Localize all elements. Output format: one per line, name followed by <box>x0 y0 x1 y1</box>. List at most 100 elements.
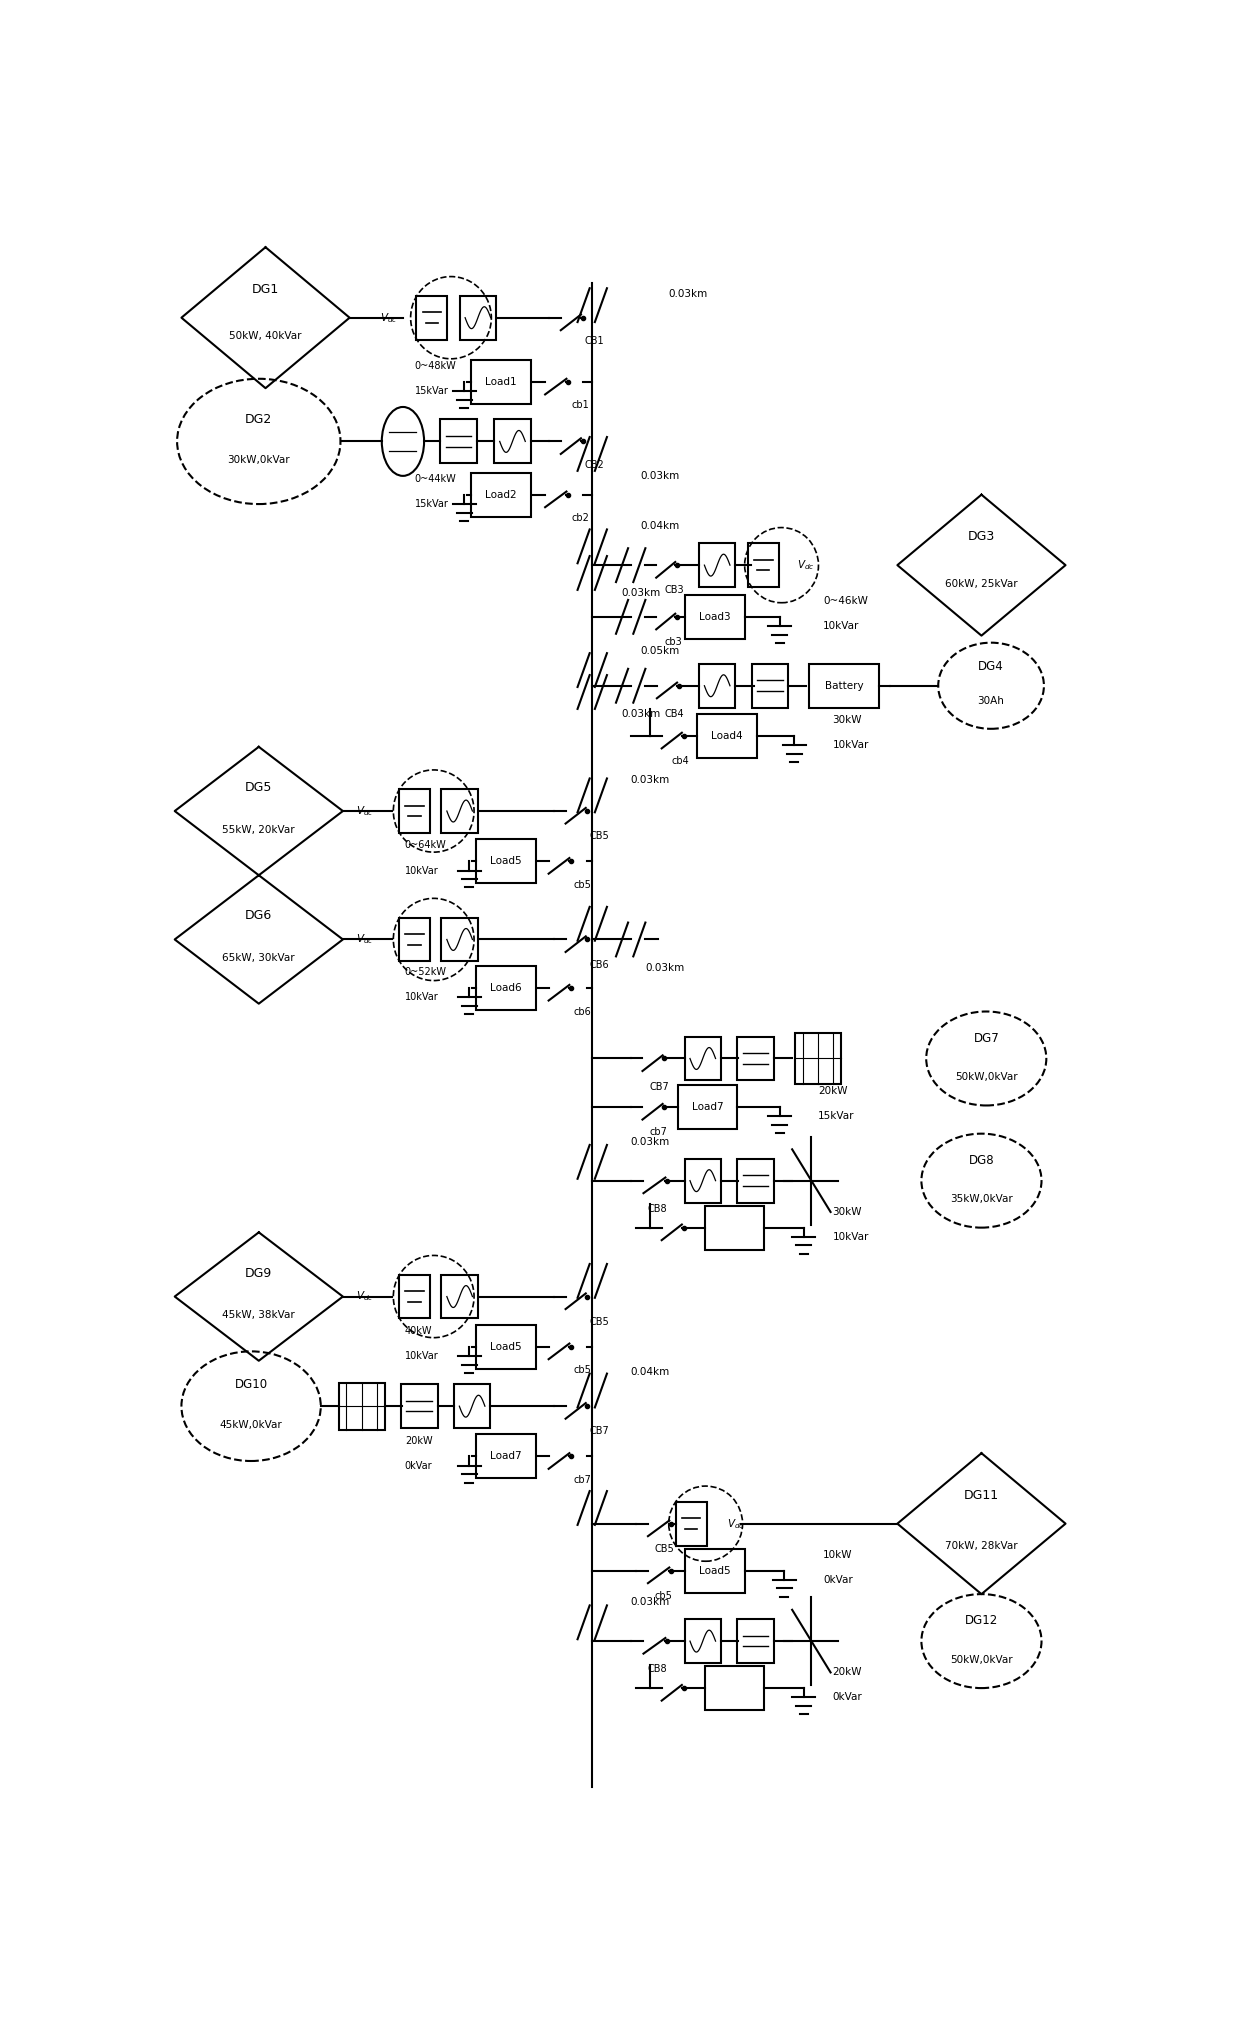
Text: cb5: cb5 <box>655 1591 672 1601</box>
Text: 0~46kW: 0~46kW <box>823 596 868 606</box>
Text: Load4: Load4 <box>711 730 743 740</box>
Text: 0.03km: 0.03km <box>631 1137 670 1147</box>
Bar <box>738 1159 774 1202</box>
Text: 70kW, 28kVar: 70kW, 28kVar <box>945 1540 1018 1550</box>
Bar <box>704 1666 764 1711</box>
Text: 0kVar: 0kVar <box>404 1460 433 1471</box>
Bar <box>441 917 477 962</box>
Bar <box>440 419 477 464</box>
Text: cb5: cb5 <box>573 879 591 889</box>
Text: DG7: DG7 <box>973 1031 999 1045</box>
Text: Load1: Load1 <box>485 376 517 386</box>
Text: 15kVar: 15kVar <box>818 1111 854 1121</box>
Text: 0kVar: 0kVar <box>832 1692 862 1702</box>
Bar <box>699 663 735 708</box>
Text: cb4: cb4 <box>671 757 688 767</box>
Text: CB8: CB8 <box>649 1664 667 1674</box>
Text: Load6: Load6 <box>490 982 522 993</box>
Bar <box>686 1548 745 1593</box>
Text: $V_{dc}$: $V_{dc}$ <box>379 311 397 325</box>
Bar <box>399 789 430 834</box>
Bar <box>399 1275 430 1318</box>
Text: 15kVar: 15kVar <box>414 386 449 397</box>
Bar <box>795 1033 841 1084</box>
Text: CB2: CB2 <box>584 460 604 470</box>
Text: 30Ah: 30Ah <box>977 696 1004 706</box>
Bar <box>684 1619 720 1664</box>
Text: 20kW: 20kW <box>832 1668 862 1678</box>
Text: DG2: DG2 <box>246 413 273 425</box>
Bar <box>441 1275 477 1318</box>
Text: 10kVar: 10kVar <box>404 866 439 875</box>
Text: 0.04km: 0.04km <box>631 1367 670 1377</box>
Text: cb7: cb7 <box>573 1475 591 1485</box>
Text: DG1: DG1 <box>252 283 279 297</box>
Text: Load5: Load5 <box>490 1342 522 1353</box>
Text: cb3: cb3 <box>665 637 682 647</box>
Text: CB7: CB7 <box>589 1426 609 1436</box>
Text: CB5: CB5 <box>589 832 609 842</box>
Text: 0.03km: 0.03km <box>640 472 680 480</box>
Text: 50kW,0kVar: 50kW,0kVar <box>955 1072 1018 1082</box>
Text: 0.03km: 0.03km <box>621 710 661 718</box>
Text: 0kVar: 0kVar <box>823 1574 853 1584</box>
Text: 45kW,0kVar: 45kW,0kVar <box>219 1420 283 1430</box>
Text: $V_{dc}$: $V_{dc}$ <box>356 932 373 946</box>
Bar <box>697 714 756 759</box>
Text: DG9: DG9 <box>246 1267 273 1279</box>
Text: cb6: cb6 <box>573 1007 590 1017</box>
Text: 0.04km: 0.04km <box>640 521 680 531</box>
Text: CB5: CB5 <box>589 1316 609 1326</box>
Bar <box>686 594 745 639</box>
Text: DG3: DG3 <box>968 531 994 543</box>
Text: 60kW, 25kVar: 60kW, 25kVar <box>945 580 1018 590</box>
Bar <box>699 543 735 588</box>
Bar <box>399 917 430 962</box>
Text: 0~52kW: 0~52kW <box>404 968 446 978</box>
Text: 20kW: 20kW <box>818 1086 848 1096</box>
Bar <box>748 543 779 588</box>
Text: 0~48kW: 0~48kW <box>414 362 456 372</box>
Text: 0~64kW: 0~64kW <box>404 840 446 850</box>
Text: DG12: DG12 <box>965 1615 998 1627</box>
Bar <box>476 1434 536 1479</box>
Text: 0.03km: 0.03km <box>645 962 684 972</box>
Text: CB8: CB8 <box>649 1204 667 1214</box>
Text: 30kW,0kVar: 30kW,0kVar <box>227 456 290 466</box>
Text: Load7: Load7 <box>692 1102 723 1113</box>
Text: 10kVar: 10kVar <box>832 740 869 751</box>
Text: CB6: CB6 <box>589 960 609 970</box>
Text: Load3: Load3 <box>699 612 732 622</box>
Text: 50kW,0kVar: 50kW,0kVar <box>950 1656 1013 1666</box>
Bar <box>810 663 879 708</box>
Bar <box>471 360 531 405</box>
Bar <box>751 663 789 708</box>
Text: 0~44kW: 0~44kW <box>414 474 456 484</box>
Text: $V_{dc}$: $V_{dc}$ <box>727 1517 744 1530</box>
Text: DG8: DG8 <box>968 1153 994 1168</box>
Bar <box>417 295 448 340</box>
Text: 10kVar: 10kVar <box>832 1233 869 1243</box>
Bar <box>401 1385 438 1428</box>
Text: 45kW, 38kVar: 45kW, 38kVar <box>222 1310 295 1320</box>
Text: CB3: CB3 <box>665 586 684 596</box>
Text: 0.03km: 0.03km <box>621 588 661 598</box>
Bar <box>676 1501 707 1546</box>
Text: DG10: DG10 <box>234 1377 268 1391</box>
Text: 55kW, 20kVar: 55kW, 20kVar <box>222 826 295 834</box>
Text: DG6: DG6 <box>246 909 273 923</box>
Text: CB4: CB4 <box>665 710 684 718</box>
Text: Load5: Load5 <box>490 856 522 866</box>
Text: $V_{dc}$: $V_{dc}$ <box>797 557 815 572</box>
Text: $V_{dc}$: $V_{dc}$ <box>356 1290 373 1304</box>
Text: CB5: CB5 <box>655 1544 675 1554</box>
Text: 20kW: 20kW <box>404 1436 433 1446</box>
Text: 40kW: 40kW <box>404 1326 433 1336</box>
Text: 10kVar: 10kVar <box>823 620 859 631</box>
Text: 50kW, 40kVar: 50kW, 40kVar <box>229 332 301 342</box>
Text: 0.03km: 0.03km <box>631 775 670 785</box>
Bar <box>476 840 536 883</box>
Text: Load7: Load7 <box>490 1452 522 1460</box>
Text: 35kW,0kVar: 35kW,0kVar <box>950 1194 1013 1204</box>
Text: cb5: cb5 <box>573 1365 591 1375</box>
